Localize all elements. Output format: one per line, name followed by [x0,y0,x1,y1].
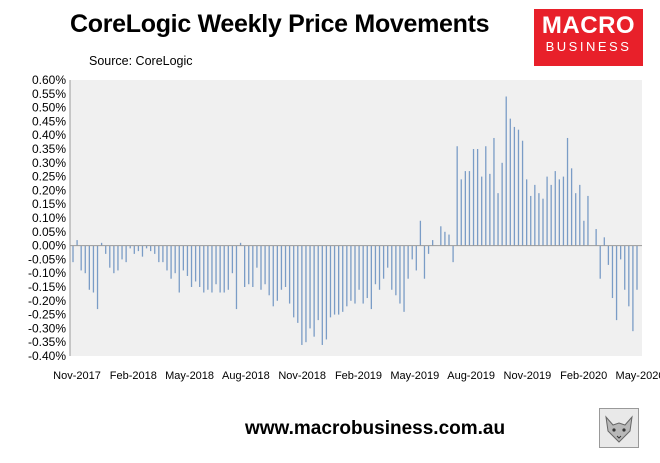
macrobusiness-logo: MACRO BUSINESS [534,9,643,66]
bar-group [72,96,638,345]
x-tick-label: Feb-2018 [110,370,157,382]
x-tick-label: May-2018 [165,370,214,382]
y-tick-label: -0.15% [28,280,66,294]
y-tick-label: 0.10% [32,211,66,225]
x-tick-label: May-2020 [616,370,660,382]
y-tick-label: -0.30% [28,321,66,335]
y-tick-label: -0.25% [28,308,66,322]
x-tick-label: Feb-2019 [335,370,382,382]
y-tick-label: 0.00% [32,239,66,253]
x-tick-labels: Nov-2017 Feb-2018 May-2018 Aug-2018 Nov-2018… [53,370,660,382]
y-tick-label: 0.25% [32,170,66,184]
logo-line-1: MACRO [541,12,636,39]
x-tick-label: Nov-2019 [504,370,552,382]
y-tick-label: 0.35% [32,142,66,156]
plot-area [70,80,642,356]
x-tick-label: Feb-2020 [560,370,607,382]
y-tick-label: 0.60% [32,73,66,87]
y-tick-label: -0.05% [28,252,66,266]
y-tick-label: 0.05% [32,225,66,239]
y-tick-label: 0.30% [32,156,66,170]
chart-source: Source: CoreLogic [89,54,193,68]
y-tick-label: -0.35% [28,335,66,349]
y-tick-label: 0.50% [32,101,66,115]
y-tick-label: 0.45% [32,114,66,128]
x-tick-label: Nov-2018 [278,370,326,382]
fox-icon [599,408,639,448]
y-tick-label: -0.10% [28,266,66,280]
y-tick-label: -0.20% [28,294,66,308]
y-tick-label: -0.40% [28,349,66,363]
x-tick-label: Aug-2018 [222,370,270,382]
chart-title: CoreLogic Weekly Price Movements [70,10,490,38]
x-tick-label: Nov-2017 [53,370,101,382]
y-tick-label: 0.40% [32,128,66,142]
y-tick-labels: 0.60%0.55%0.50%0.45%0.40%0.35%0.30%0.25%… [28,73,66,363]
logo-line-2: BUSINESS [545,39,632,54]
y-tick-label: 0.20% [32,183,66,197]
website-url[interactable]: www.macrobusiness.com.au [245,418,506,439]
x-tick-label: Aug-2019 [447,370,495,382]
y-tick-label: 0.15% [32,197,66,211]
x-tick-label: May-2019 [390,370,439,382]
y-tick-label: 0.55% [32,87,66,101]
